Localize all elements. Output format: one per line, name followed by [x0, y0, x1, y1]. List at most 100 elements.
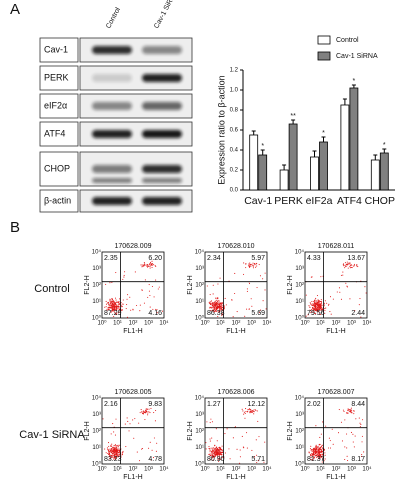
blot-label-box [39, 189, 79, 213]
event-dot [125, 445, 127, 448]
x-axis-title: FL1-H [226, 328, 245, 335]
event-dot [313, 449, 315, 451]
event-dot [215, 299, 217, 301]
event-dot [315, 447, 317, 449]
event-dot [243, 411, 245, 413]
event-dot [338, 408, 340, 411]
event-dot [348, 262, 350, 264]
dot-cloud [308, 407, 365, 463]
y-tick-label: 10³ [295, 266, 304, 272]
event-dot [347, 267, 349, 269]
event-dot [117, 454, 119, 457]
y-tick-label: 10² [195, 283, 204, 289]
event-dot [251, 305, 253, 307]
event-dot [147, 414, 149, 416]
event-dot [215, 302, 217, 304]
event-dot [318, 451, 320, 453]
event-dot [212, 447, 214, 449]
event-dot [318, 457, 320, 460]
event-dot [109, 298, 111, 300]
blot-label-box [39, 93, 79, 119]
event-dot [318, 455, 320, 457]
event-dot [127, 294, 129, 296]
event-dot [208, 453, 210, 456]
x-tick-label: 10³ [347, 321, 356, 327]
event-dot [139, 310, 141, 312]
event-dot [141, 411, 143, 413]
y-tick-label: 10² [92, 283, 101, 289]
event-dot [214, 449, 216, 451]
x-axis-title: FL1-H [326, 328, 345, 335]
event-dot [234, 292, 236, 295]
event-dot [350, 407, 352, 409]
event-dot [158, 286, 160, 288]
event-dot [109, 449, 112, 452]
event-dot [221, 302, 223, 305]
event-dot [113, 310, 115, 312]
event-dot [317, 299, 319, 301]
event-dot [353, 446, 355, 448]
plot-frame [101, 397, 165, 465]
event-dot [246, 290, 248, 292]
event-dot [153, 437, 155, 439]
event-dot [111, 443, 113, 445]
event-dot [223, 305, 225, 307]
event-dot [318, 304, 320, 306]
event-dot [108, 309, 110, 311]
event-dot [111, 455, 113, 458]
event-dot [115, 456, 117, 458]
event-dot [349, 411, 351, 413]
event-dot [216, 301, 218, 303]
event-dot [318, 443, 320, 445]
event-dot [336, 291, 338, 293]
event-dot [234, 272, 236, 275]
event-dot [324, 300, 326, 302]
event-dot [107, 307, 109, 309]
event-dot [117, 308, 119, 310]
event-dot [355, 418, 357, 420]
event-dot [211, 304, 213, 306]
event-dot [256, 286, 258, 289]
dot-cloud [206, 262, 267, 318]
blot-band [92, 102, 132, 110]
event-dot [257, 460, 259, 462]
event-dot [321, 451, 323, 453]
event-dot [346, 455, 348, 457]
event-dot [113, 431, 115, 433]
plot-id: 170628.006 [218, 389, 255, 396]
x-tick-label: 10⁴ [262, 320, 272, 327]
event-dot [149, 265, 151, 267]
event-dot [321, 304, 323, 306]
event-dot [112, 299, 114, 301]
event-dot [353, 413, 355, 415]
blot-band [142, 102, 182, 110]
bar [310, 156, 319, 191]
event-dot [228, 448, 230, 450]
event-dot [155, 279, 157, 281]
y-tick-label: 10⁰ [295, 461, 305, 468]
event-dot [217, 455, 219, 457]
event-dot [329, 296, 332, 298]
event-dot [109, 282, 111, 284]
event-dot [106, 447, 108, 449]
event-dot [118, 450, 121, 452]
event-dot [264, 289, 266, 291]
event-dot [105, 300, 107, 302]
event-dot [210, 306, 212, 308]
event-dot [142, 410, 144, 412]
event-dot [252, 264, 254, 266]
event-dot [332, 298, 334, 300]
y-tick-label: 10¹ [195, 299, 204, 305]
event-dot [248, 266, 251, 268]
significance: * [353, 78, 356, 85]
event-dot [324, 454, 326, 456]
event-dot [209, 307, 211, 309]
event-dot [218, 311, 221, 313]
event-dot [349, 408, 351, 411]
blot-band [92, 46, 132, 54]
event-dot [340, 421, 343, 423]
event-dot [236, 311, 238, 313]
event-dot [114, 302, 116, 305]
x-tick-label: 10¹ [316, 467, 325, 473]
event-dot [149, 306, 151, 308]
